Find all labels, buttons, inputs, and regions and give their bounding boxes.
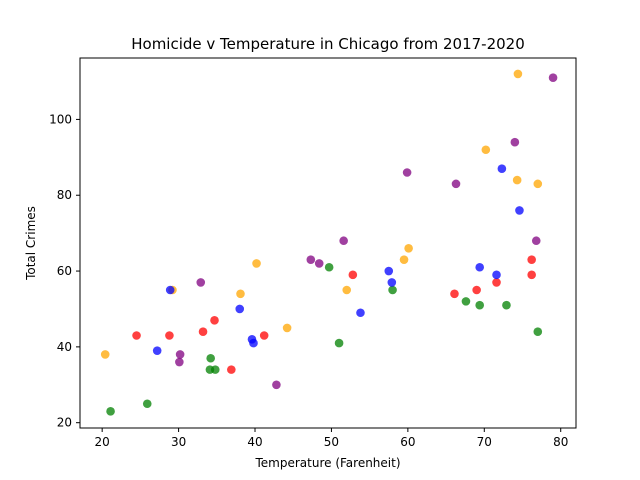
data-point-series-4-1 (152, 346, 162, 355)
x-tick-label: 40 (247, 435, 262, 449)
data-point-series-2-12 (533, 179, 543, 189)
x-tick-label: 50 (324, 435, 339, 449)
data-point-series-1-4 (210, 316, 219, 325)
y-tick-label: 40 (57, 340, 72, 354)
data-point-series-2-10 (512, 175, 522, 185)
data-point-series-4-7 (384, 266, 394, 276)
data-point-series-1-12 (527, 270, 536, 280)
data-point-series-4-11 (497, 164, 507, 173)
data-point-series-3-7 (334, 338, 344, 348)
x-tick-label: 70 (477, 435, 492, 449)
data-point-series-2-6 (342, 285, 352, 295)
chart-title: Homicide v Temperature in Chicago from 2… (131, 35, 525, 53)
data-point-series-1-6 (259, 331, 269, 340)
y-axis-label: Total Crimes (24, 206, 38, 281)
data-point-series-3-1 (106, 407, 115, 416)
points-layer (100, 69, 558, 416)
data-point-series-3-12 (533, 327, 543, 337)
data-point-series-4-3 (235, 304, 245, 314)
data-point-series-4-2 (165, 285, 175, 295)
data-point-series-5-8 (402, 168, 412, 177)
data-point-series-5-11 (531, 236, 541, 246)
plot-frame (79, 57, 577, 429)
data-point-series-2-9 (481, 145, 491, 155)
data-point-series-2-7 (399, 255, 409, 264)
data-point-series-1-8 (450, 289, 459, 299)
y-tick-label: 100 (49, 112, 72, 126)
x-tick-label: 60 (400, 435, 415, 449)
data-point-series-5-3 (196, 278, 206, 287)
data-point-series-1-3 (198, 327, 208, 337)
data-point-series-2-4 (252, 259, 261, 268)
data-point-series-1-5 (227, 365, 236, 374)
y-tick-label: 60 (57, 264, 72, 278)
data-point-series-4-12 (515, 206, 524, 215)
data-point-series-2-1 (100, 350, 110, 359)
data-point-series-4-10 (492, 270, 501, 280)
data-point-series-5-6 (314, 259, 324, 268)
data-point-series-3-10 (475, 300, 485, 310)
data-point-series-1-7 (348, 270, 358, 280)
x-tick-label: 80 (553, 435, 568, 449)
y-tick-label: 80 (57, 188, 72, 202)
data-point-series-3-9 (461, 297, 471, 306)
data-point-series-4-9 (475, 262, 485, 272)
y-tick-label: 20 (57, 416, 72, 430)
data-point-series-4-6 (356, 308, 365, 318)
data-point-series-1-10 (492, 278, 501, 287)
data-point-series-5-5 (306, 255, 316, 264)
data-point-series-3-5 (210, 365, 220, 374)
x-tick-label: 20 (95, 435, 110, 449)
data-point-series-5-10 (510, 137, 520, 147)
data-point-series-3-2 (142, 399, 152, 409)
data-point-series-2-11 (513, 69, 523, 79)
data-point-series-3-4 (206, 353, 215, 363)
data-point-series-3-11 (502, 300, 511, 310)
data-point-series-3-6 (324, 262, 334, 272)
data-point-series-1-1 (132, 331, 141, 340)
data-point-series-1-2 (165, 331, 174, 340)
data-point-series-5-12 (548, 73, 558, 83)
data-point-series-5-2 (175, 350, 185, 359)
data-point-series-2-5 (282, 323, 292, 333)
data-point-series-5-7 (339, 236, 348, 246)
data-point-series-5-1 (175, 357, 184, 367)
y-axis: 20 40 60 80 100 (49, 112, 80, 430)
data-point-series-1-9 (472, 285, 481, 295)
x-axis: 20 30 40 50 60 70 80 (95, 428, 568, 449)
data-point-series-5-4 (272, 380, 281, 390)
data-point-series-4-5 (249, 338, 258, 348)
data-point-series-3-8 (388, 285, 397, 295)
data-point-series-2-3 (236, 289, 245, 299)
x-axis-label: Temperature (Farenheit) (254, 456, 400, 470)
x-tick-label: 30 (171, 435, 186, 449)
data-point-series-4-8 (387, 278, 397, 287)
data-point-series-5-9 (451, 179, 461, 189)
data-point-series-1-11 (527, 255, 536, 264)
data-point-series-2-8 (404, 244, 413, 253)
